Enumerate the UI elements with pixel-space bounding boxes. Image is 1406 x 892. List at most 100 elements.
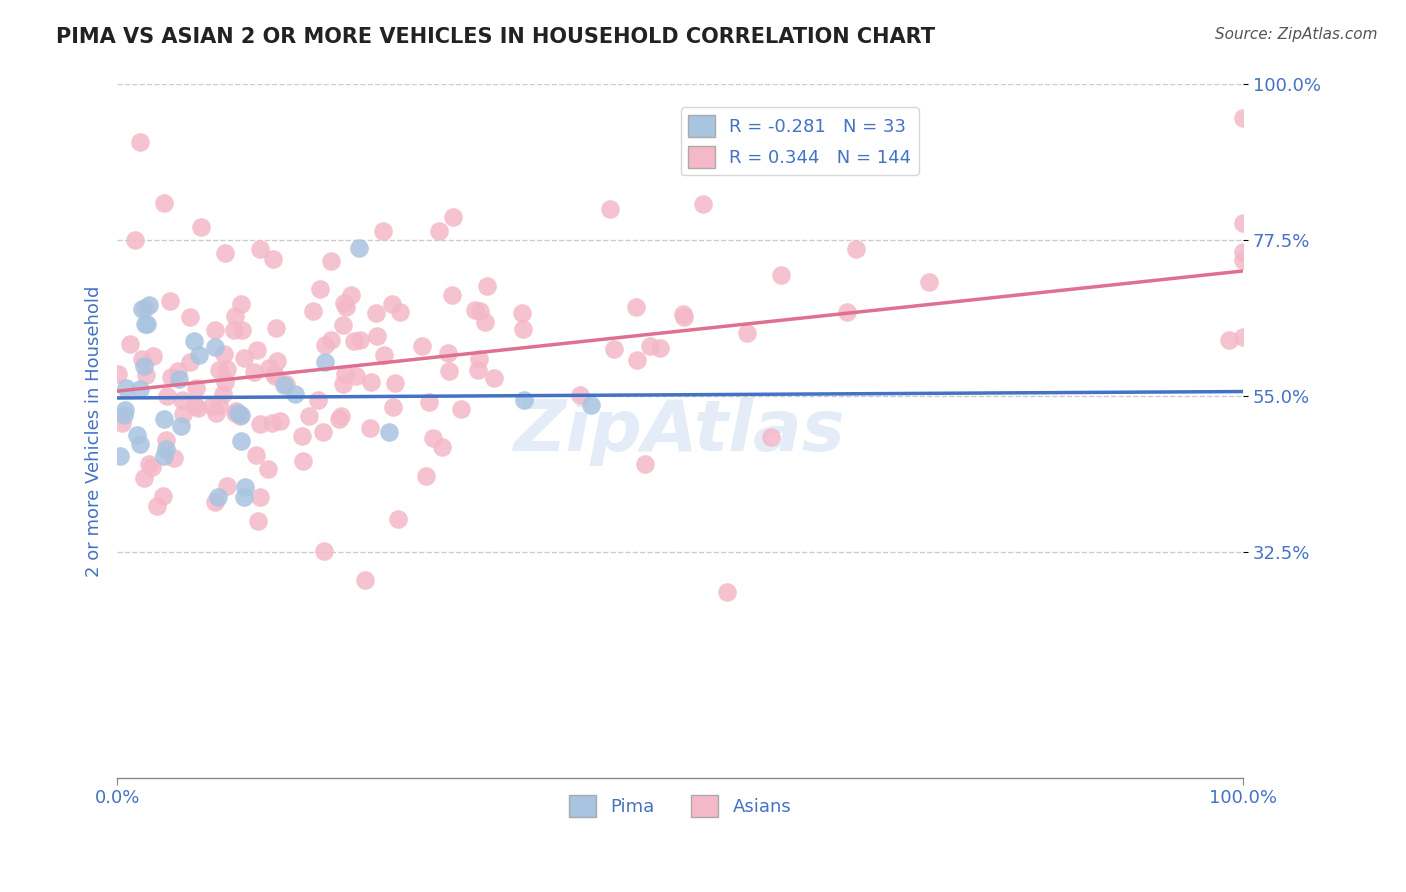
- Y-axis label: 2 or more Vehicles in Household: 2 or more Vehicles in Household: [86, 285, 103, 577]
- Point: [415, 469, 437, 483]
- Point: [360, 375, 382, 389]
- Point: [354, 574, 377, 588]
- Point: [214, 375, 236, 389]
- Point: [1232, 244, 1254, 259]
- Point: [366, 329, 388, 343]
- Point: [172, 407, 194, 421]
- Point: [207, 490, 229, 504]
- Point: [187, 401, 209, 416]
- Point: [262, 252, 284, 266]
- Point: [314, 355, 336, 369]
- Point: [474, 315, 496, 329]
- Point: [229, 409, 252, 424]
- Point: [648, 341, 671, 355]
- Point: [205, 406, 228, 420]
- Point: [222, 323, 245, 337]
- Point: [437, 364, 460, 378]
- Point: [138, 458, 160, 472]
- Point: [141, 459, 163, 474]
- Point: [152, 411, 174, 425]
- Point: [249, 242, 271, 256]
- Point: [624, 300, 647, 314]
- Point: [183, 334, 205, 348]
- Point: [626, 353, 648, 368]
- Point: [319, 254, 342, 268]
- Point: [131, 351, 153, 366]
- Point: [333, 367, 356, 381]
- Point: [229, 434, 252, 448]
- Point: [190, 219, 212, 234]
- Point: [136, 317, 159, 331]
- Point: [215, 362, 238, 376]
- Point: [129, 135, 152, 149]
- Point: [569, 388, 592, 402]
- Point: [204, 340, 226, 354]
- Point: [468, 352, 491, 367]
- Point: [378, 425, 401, 440]
- Point: [188, 348, 211, 362]
- Point: [107, 367, 129, 381]
- Point: [159, 294, 181, 309]
- Point: [124, 233, 146, 247]
- Point: [298, 409, 321, 423]
- Point: [208, 363, 231, 377]
- Point: [138, 298, 160, 312]
- Point: [129, 383, 152, 397]
- Point: [179, 310, 201, 325]
- Point: [319, 333, 342, 347]
- Point: [155, 433, 177, 447]
- Point: [245, 448, 267, 462]
- Point: [332, 376, 354, 391]
- Point: [115, 380, 138, 394]
- Point: [167, 372, 190, 386]
- Point: [411, 339, 433, 353]
- Point: [184, 381, 207, 395]
- Point: [204, 495, 226, 509]
- Text: ZipAtlas: ZipAtlas: [515, 397, 846, 466]
- Point: [291, 429, 314, 443]
- Point: [430, 441, 453, 455]
- Point: [134, 359, 156, 373]
- Point: [129, 437, 152, 451]
- Point: [134, 301, 156, 315]
- Point: [184, 399, 207, 413]
- Point: [371, 224, 394, 238]
- Point: [112, 409, 135, 423]
- Point: [512, 322, 534, 336]
- Point: [179, 355, 201, 369]
- Point: [211, 387, 233, 401]
- Point: [671, 308, 693, 322]
- Point: [284, 386, 307, 401]
- Point: [328, 412, 350, 426]
- Point: [387, 512, 409, 526]
- Point: [232, 351, 254, 365]
- Point: [257, 361, 280, 376]
- Point: [134, 317, 156, 331]
- Point: [108, 449, 131, 463]
- Point: [145, 500, 167, 514]
- Point: [845, 242, 868, 256]
- Point: [468, 304, 491, 318]
- Point: [418, 395, 440, 409]
- Point: [599, 202, 621, 216]
- Point: [231, 323, 253, 337]
- Point: [260, 417, 283, 431]
- Point: [344, 368, 367, 383]
- Point: [759, 430, 782, 444]
- Point: [249, 490, 271, 504]
- Point: [343, 334, 366, 349]
- Point: [170, 393, 193, 408]
- Point: [243, 365, 266, 379]
- Point: [475, 279, 498, 293]
- Point: [440, 288, 463, 302]
- Point: [314, 338, 336, 352]
- Point: [118, 337, 141, 351]
- Point: [464, 303, 486, 318]
- Point: [633, 458, 655, 472]
- Point: [333, 296, 356, 310]
- Point: [1232, 216, 1254, 230]
- Point: [716, 585, 738, 599]
- Point: [513, 393, 536, 408]
- Point: [273, 377, 295, 392]
- Point: [307, 393, 329, 408]
